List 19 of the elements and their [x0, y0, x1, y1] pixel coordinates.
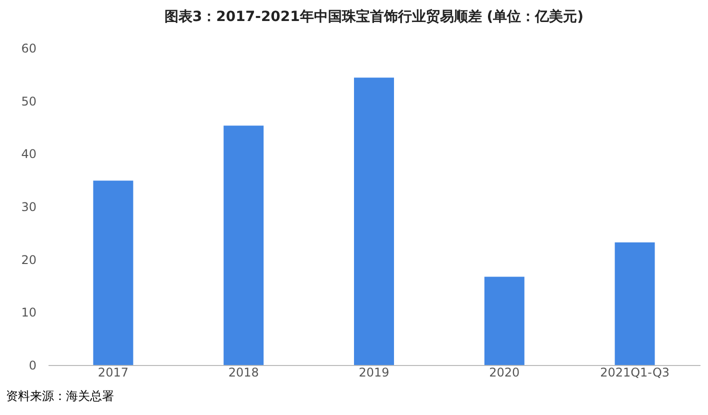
- y-tick-label: 0: [28, 358, 36, 372]
- bar: [484, 276, 524, 365]
- x-tick-label: 2020: [489, 366, 520, 380]
- x-tick-label: 2018: [228, 366, 259, 380]
- y-tick-label: 40: [21, 147, 36, 162]
- bar: [614, 242, 655, 365]
- bar: [93, 180, 134, 365]
- y-tick-label: 50: [21, 94, 36, 108]
- bar: [354, 78, 394, 365]
- x-tick-label: 2017: [98, 366, 128, 380]
- chart-title: 图表3：2017-2021年中国珠宝首饰行业贸易顺差 (单位：亿美元): [164, 8, 584, 25]
- x-tick-label: 2021Q1-Q3: [600, 366, 670, 380]
- bar: [224, 126, 264, 365]
- text: 资料来源：海关总署: [6, 388, 114, 405]
- y-tick-label: 20: [21, 252, 36, 267]
- y-tick-label: 60: [21, 42, 36, 56]
- x-tick-label: 2019: [358, 366, 390, 380]
- y-tick-label: 10: [21, 306, 36, 320]
- y-tick-label: 30: [21, 200, 36, 214]
